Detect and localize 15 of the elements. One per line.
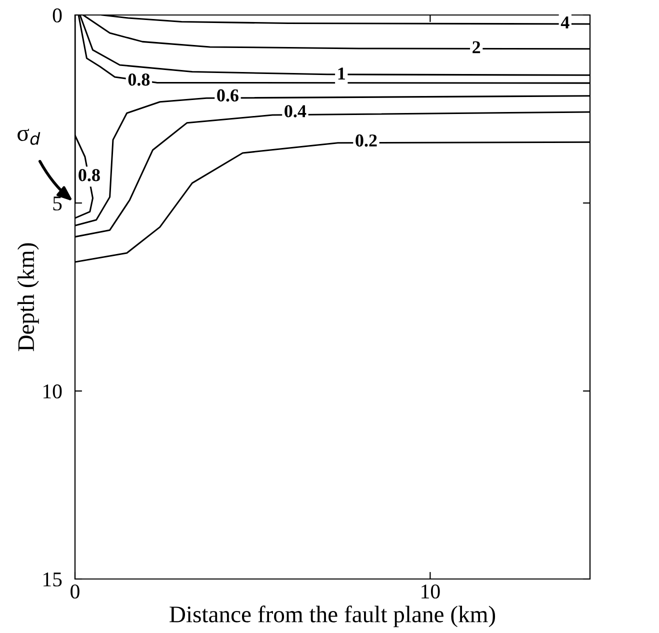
x-axis-title: Distance from the fault plane (km)	[170, 606, 496, 628]
annotation: 0.8	[128, 74, 150, 86]
y-tick-label: 15	[44, 572, 62, 586]
y-tick-label: 10	[44, 384, 62, 398]
annotation: 4	[560, 16, 570, 28]
annotation: 0.6	[217, 89, 238, 102]
annotation: 2	[472, 41, 480, 54]
y-tick-label: 0	[52, 8, 62, 22]
annotation: 0.8	[78, 169, 100, 182]
y-axis-title: Depth (km)	[17, 243, 39, 352]
annotation: 1	[338, 68, 345, 80]
annotation: 0.4	[284, 105, 306, 118]
annotation: 0.2	[356, 134, 377, 147]
y-tick-label: 5	[53, 196, 62, 210]
annotation: σ$_{d}$	[18, 128, 40, 145]
